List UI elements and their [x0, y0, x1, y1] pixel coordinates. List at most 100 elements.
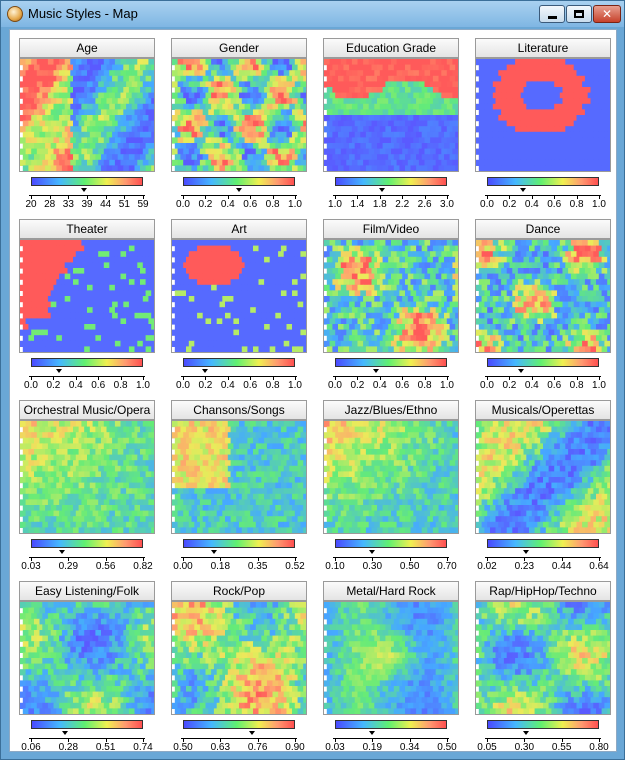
axis-tick [379, 376, 381, 380]
map-cell [495, 75, 502, 82]
map-cell [413, 329, 420, 336]
map-cell [565, 148, 572, 155]
map-cell [239, 443, 246, 450]
map-cell [280, 268, 288, 275]
map-cell [25, 443, 32, 450]
map-cell [31, 137, 38, 144]
som-map[interactable] [19, 58, 155, 172]
map-cell [87, 273, 94, 280]
color-legend: 1.0 1.4 1.8 2.2 2.6 3.0 [323, 174, 459, 210]
map-cell [134, 516, 141, 523]
map-cell [103, 284, 110, 291]
map-cell [50, 290, 57, 297]
map-cell [78, 256, 85, 263]
map-cell [275, 516, 282, 523]
map-cell [183, 465, 190, 472]
map-cell [194, 443, 201, 450]
map-cell [216, 454, 223, 461]
map-cell [421, 290, 428, 297]
map-cell [289, 103, 296, 110]
map-cell [343, 87, 350, 94]
tick-label: 0.8 [417, 380, 432, 391]
map-cell [244, 329, 251, 336]
close-button[interactable]: ✕ [593, 5, 621, 23]
map-cell [427, 87, 434, 94]
map-cell [363, 103, 370, 110]
map-cell [59, 115, 66, 122]
map-cell [222, 92, 229, 99]
map-cell [188, 510, 195, 517]
map-cell [269, 482, 276, 489]
map-cell [123, 471, 130, 478]
map-cell [280, 505, 288, 512]
map-cell [261, 262, 268, 269]
som-map[interactable] [19, 239, 155, 353]
som-map[interactable] [171, 58, 307, 172]
map-cell [598, 148, 605, 155]
map-cell [338, 335, 345, 342]
som-map[interactable] [323, 239, 459, 353]
map-cell [523, 301, 530, 308]
map-cell [106, 75, 113, 82]
map-cell [374, 103, 381, 110]
map-cell [492, 340, 499, 347]
map-cell [596, 301, 603, 308]
title-bar[interactable]: Music Styles - Map ✕ [1, 1, 624, 27]
map-cell [478, 290, 485, 297]
minimize-button[interactable] [539, 5, 565, 23]
map-cell [478, 335, 485, 342]
map-cell [377, 312, 384, 319]
map-cell [244, 262, 251, 269]
map-cell [407, 148, 414, 155]
map-cell [338, 64, 345, 71]
map-cell [191, 505, 198, 512]
map-cell [151, 437, 154, 444]
map-cell [188, 148, 195, 155]
map-cell [405, 324, 412, 331]
map-cell [126, 59, 133, 66]
map-cell [211, 70, 218, 77]
map-cell [255, 296, 262, 303]
map-cell [579, 346, 586, 352]
map-cell [261, 477, 268, 484]
som-map[interactable] [475, 58, 611, 172]
map-cell [446, 340, 453, 347]
som-map[interactable] [323, 420, 459, 534]
map-cell [326, 324, 333, 331]
som-map[interactable] [19, 420, 155, 534]
map-cell [142, 103, 149, 110]
map-cell [498, 340, 505, 347]
tick-label: 1.8 [372, 199, 387, 210]
map-cell [455, 312, 458, 319]
map-cell [421, 279, 428, 286]
map-cell [297, 460, 304, 467]
map-cell [399, 75, 406, 82]
map-cell [476, 318, 483, 325]
map-cell [25, 510, 32, 517]
map-cell [61, 493, 69, 500]
map-cell [131, 148, 138, 155]
map-cell [22, 471, 29, 478]
map-cell [452, 92, 458, 99]
som-map[interactable] [171, 239, 307, 353]
map-cell [151, 245, 154, 252]
map-cell [573, 290, 580, 297]
map-cell [283, 499, 290, 506]
map-cell [101, 437, 108, 444]
map-cell [174, 143, 181, 150]
map-cell [123, 301, 130, 308]
map-cell [432, 154, 440, 161]
som-map[interactable] [171, 420, 307, 534]
map-cell [36, 251, 43, 258]
som-map[interactable] [323, 58, 459, 172]
map-cell [360, 120, 367, 127]
maximize-button[interactable] [566, 5, 592, 23]
map-cell [95, 335, 102, 342]
map-cell [452, 148, 458, 155]
app-icon[interactable] [7, 6, 23, 22]
map-cell [148, 81, 154, 88]
axis-line [181, 376, 297, 377]
som-map[interactable] [475, 239, 611, 353]
map-cell [529, 279, 536, 286]
map-cell [109, 477, 116, 484]
